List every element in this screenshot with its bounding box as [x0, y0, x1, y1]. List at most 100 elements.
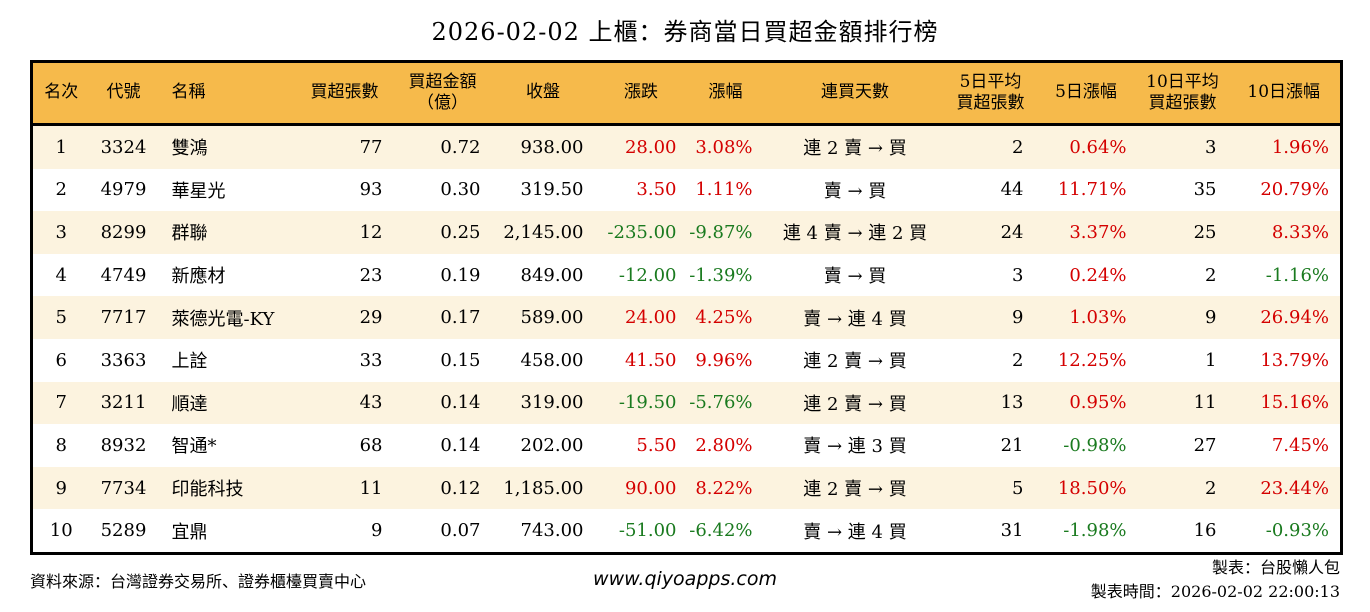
cell-chg: 24.00: [624, 307, 677, 329]
cell-avg10: 35: [1193, 179, 1217, 201]
cell-chg: -235.00: [607, 221, 677, 243]
cell-streak: 連 2 賣 → 買: [803, 138, 907, 160]
cell-code: 5289: [100, 520, 147, 542]
cell-chg_pct: 1.11%: [695, 179, 753, 201]
cell-chg_pct: -9.87%: [689, 221, 753, 243]
column-header-rank: 名次: [31, 61, 90, 126]
cell-amount: 0.17: [440, 307, 481, 329]
cell-code: 7734: [100, 477, 147, 499]
column-header-code: 代號: [89, 61, 158, 126]
cell-avg10: 2: [1205, 477, 1217, 499]
cell-pct10: 13.79%: [1260, 349, 1329, 371]
page-title: 2026-02-02 上櫃：券商當日買超金額排行榜: [431, 18, 939, 46]
cell-close: 202.00: [520, 434, 584, 456]
cell-name: 新應材: [171, 266, 226, 288]
cell-chg: -19.50: [618, 392, 677, 414]
cell-streak: 賣 → 連 4 買: [803, 308, 907, 330]
cell-rank: 5: [55, 307, 67, 329]
column-header-chg_pct: 漲幅: [687, 61, 764, 126]
cell-avg10: 2: [1205, 264, 1217, 286]
cell-streak: 賣 → 買: [823, 180, 887, 202]
cell-amount: 0.30: [440, 179, 481, 201]
cell-pct5: 11.71%: [1057, 179, 1127, 201]
cell-avg5: 5: [1012, 477, 1024, 499]
cell-avg5: 9: [1012, 307, 1024, 329]
cell-amount: 0.72: [440, 136, 481, 158]
cell-name: 萊德光電-KY: [171, 308, 275, 330]
cell-code: 8299: [100, 221, 147, 243]
cell-name: 華星光: [171, 180, 226, 202]
cell-streak: 連 2 賣 → 買: [803, 351, 907, 373]
cell-pct10: 15.16%: [1260, 392, 1329, 414]
cell-streak: 賣 → 連 3 買: [803, 436, 907, 458]
table-header-row: 名次 代號 名稱 買超張數 買超金額 （億） 收盤 漲跌 漲幅 連買天數 5日平均 買超張數 5日漲…: [31, 61, 1342, 126]
cell-lots: 29: [359, 307, 383, 329]
cell-chg: -12.00: [618, 264, 677, 286]
cell-lots: 12: [359, 221, 383, 243]
column-header-avg5: 5日平均 買超張數: [946, 61, 1035, 126]
cell-name: 群聯: [171, 223, 208, 245]
cell-chg_pct: 3.08%: [695, 136, 753, 158]
cell-avg5: 24: [1000, 221, 1024, 243]
cell-rank: 2: [55, 179, 67, 201]
column-header-avg10: 10日平均 買超張數: [1137, 61, 1228, 126]
cell-pct10: -0.93%: [1265, 520, 1329, 542]
cell-chg: 90.00: [624, 477, 677, 499]
cell-close: 2,145.00: [503, 221, 584, 243]
cell-chg: 41.50: [624, 349, 677, 371]
cell-pct10: -1.16%: [1265, 264, 1329, 286]
cell-streak: 連 4 賣 → 連 2 買: [782, 223, 928, 245]
cell-avg10: 25: [1193, 221, 1217, 243]
cell-chg_pct: -1.39%: [689, 264, 753, 286]
cell-amount: 0.19: [440, 264, 481, 286]
cell-avg5: 3: [1012, 264, 1024, 286]
cell-pct10: 7.45%: [1271, 434, 1329, 456]
cell-pct10: 20.79%: [1260, 179, 1329, 201]
cell-chg: 5.50: [636, 434, 677, 456]
cell-name: 雙鴻: [171, 138, 208, 160]
cell-lots: 68: [359, 434, 383, 456]
cell-pct5: -1.98%: [1063, 520, 1127, 542]
cell-pct5: 3.37%: [1069, 221, 1127, 243]
cell-rank: 6: [55, 349, 67, 371]
cell-pct5: 12.25%: [1057, 349, 1127, 371]
cell-rank: 9: [55, 477, 67, 499]
cell-rank: 4: [55, 264, 67, 286]
data-source-note: 資料來源：台灣證券交易所、證券櫃檯買賣中心: [30, 572, 367, 591]
cell-close: 458.00: [520, 349, 584, 371]
column-header-close: 收盤: [491, 61, 595, 126]
cell-avg5: 2: [1012, 136, 1024, 158]
cell-streak: 賣 → 連 4 買: [803, 521, 907, 543]
credits-block: 製表：台股懶人包 製表時間：2026-02-02 22:00:13: [1091, 556, 1340, 604]
column-header-amount: 買超金額 （億）: [393, 61, 492, 126]
maker-note: 製表：台股懶人包: [1211, 558, 1340, 577]
table-row: 1 3324 雙鴻 77 0.72 938.00 28.00 3.08% 連 2 賣 → 買 2 0…: [31, 124, 1342, 169]
cell-name: 上詮: [171, 351, 208, 373]
cell-pct10: 26.94%: [1260, 307, 1329, 329]
cell-close: 1,185.00: [503, 477, 584, 499]
cell-rank: 10: [49, 520, 73, 542]
column-header-pct10: 10日漲幅: [1227, 61, 1342, 126]
cell-avg5: 44: [1000, 179, 1024, 201]
cell-pct10: 8.33%: [1271, 221, 1329, 243]
cell-close: 849.00: [520, 264, 584, 286]
cell-streak: 連 2 賣 → 買: [803, 479, 907, 501]
cell-lots: 43: [359, 392, 383, 414]
cell-pct5: 0.95%: [1069, 392, 1127, 414]
cell-amount: 0.14: [440, 392, 481, 414]
header-row: 名次 代號 名稱 買超張數 買超金額 （億） 收盤 漲跌 漲幅 連買天數 5日平均 買超張數 5日漲…: [31, 61, 1342, 126]
website-text: www.qiyoapps.com: [593, 568, 777, 590]
cell-pct5: 0.64%: [1069, 136, 1127, 158]
cell-name: 宜鼎: [171, 521, 208, 543]
cell-chg_pct: 4.25%: [695, 307, 753, 329]
cell-code: 3324: [100, 136, 147, 158]
cell-avg10: 27: [1193, 434, 1217, 456]
cell-chg_pct: -5.76%: [689, 392, 753, 414]
cell-pct5: 1.03%: [1069, 307, 1127, 329]
cell-rank: 3: [55, 221, 67, 243]
table-row: 2 4979 華星光 93 0.30 319.50 3.50 1.11% 賣 → 買 44 11.7…: [31, 168, 1342, 212]
column-header-pct5: 5日漲幅: [1034, 61, 1138, 126]
cell-pct10: 1.96%: [1271, 136, 1329, 158]
cell-avg10: 9: [1205, 307, 1217, 329]
cell-code: 8932: [100, 434, 147, 456]
